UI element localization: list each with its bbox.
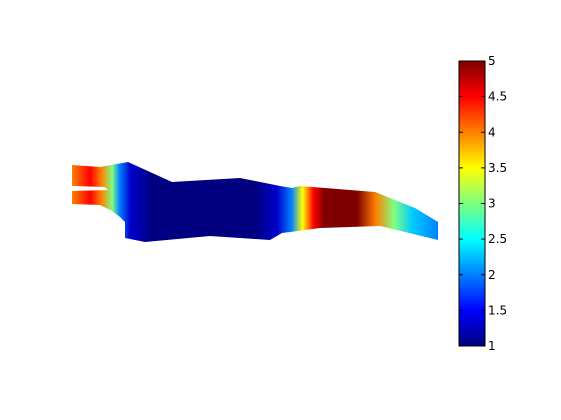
- colorbar-tick-label: 3.5: [488, 161, 507, 175]
- colorbar-tick-label: 1.5: [488, 303, 507, 317]
- heatmap-field: [72, 162, 438, 242]
- colorbar-tick-label: 1: [488, 339, 496, 353]
- colorbar-ticks: 1 1.5 2 2.5 3 3.5 4 4.5 5: [459, 54, 507, 353]
- colorbar-tick-label: 4.5: [488, 90, 507, 104]
- colorbar: 1 1.5 2 2.5 3 3.5 4 4.5 5: [458, 54, 507, 353]
- colorbar-tick-label: 2.5: [488, 232, 507, 246]
- colorbar-tick-label: 2: [488, 268, 496, 282]
- colorbar-tick-label: 3: [488, 197, 496, 211]
- heatmap-notch: [72, 186, 108, 191]
- heatmap-surface: [72, 162, 438, 242]
- colorbar-tick-label: 5: [488, 54, 496, 68]
- colorbar-tick-label: 4: [488, 125, 496, 139]
